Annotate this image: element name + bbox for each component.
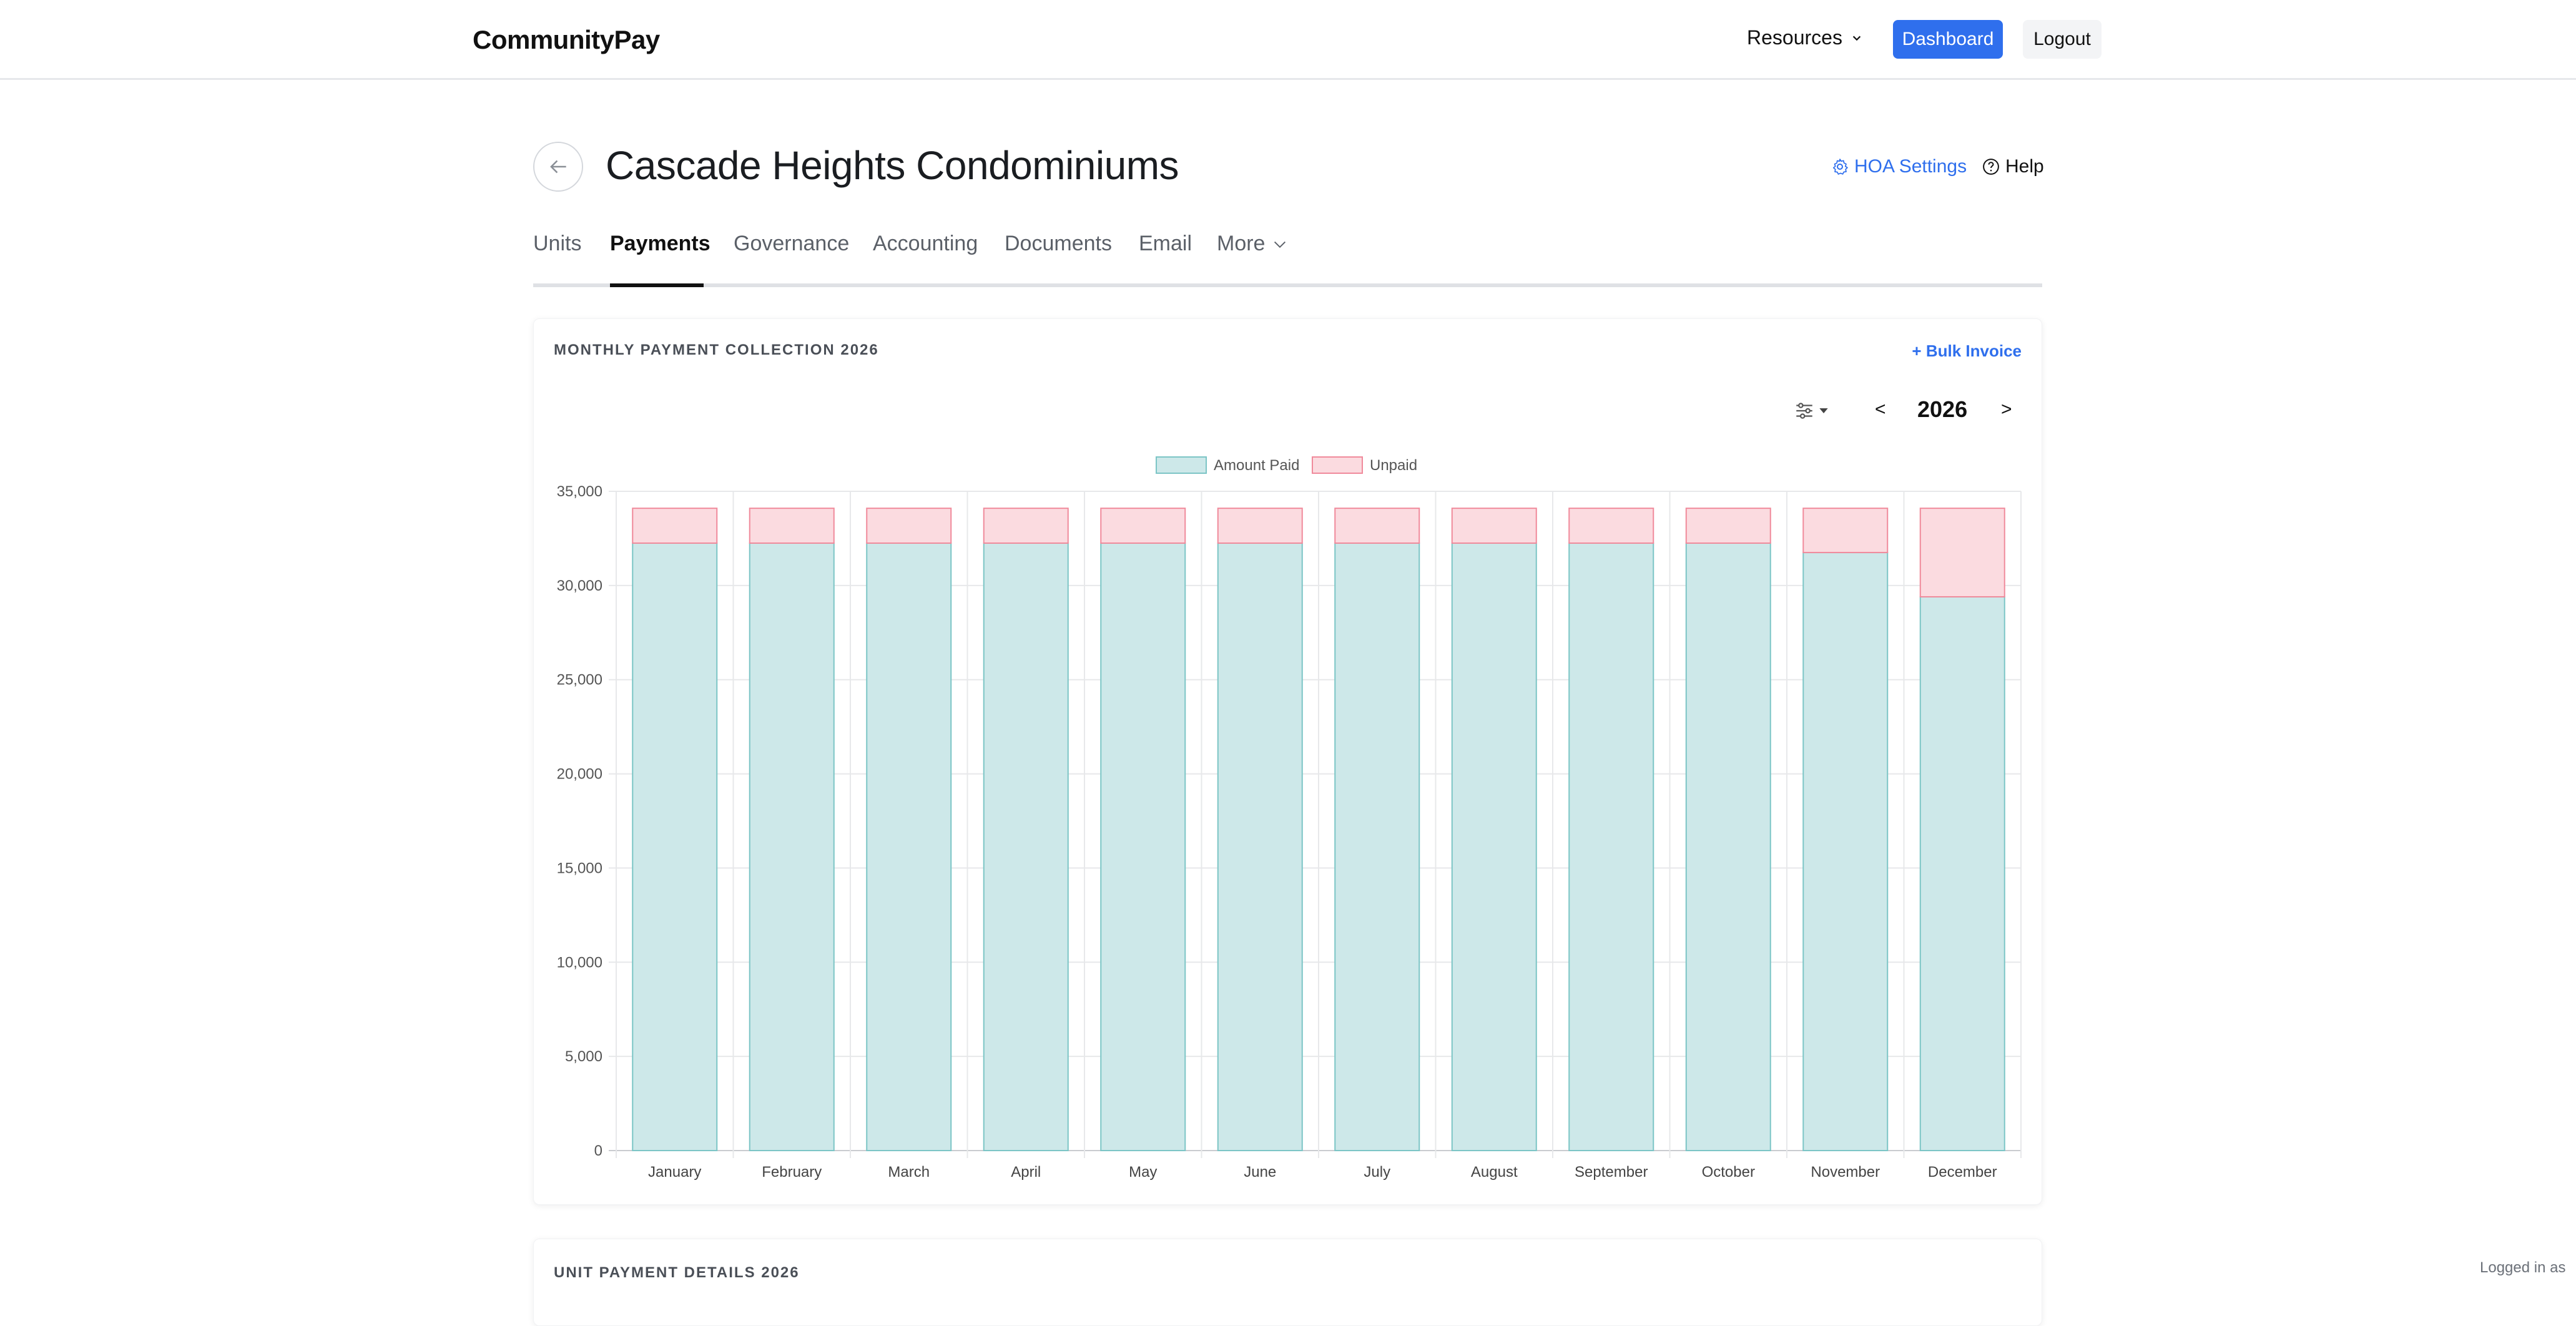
x-tick-label: September bbox=[1575, 1164, 1648, 1181]
unit-payment-details-title: UNIT PAYMENT DETAILS 2026 bbox=[554, 1264, 800, 1281]
bulk-invoice-button[interactable]: + Bulk Invoice bbox=[1912, 341, 2022, 360]
bar-unpaid bbox=[1334, 508, 1420, 544]
section-tabs: Units Payments Governance Accounting Doc… bbox=[533, 228, 2042, 287]
sliders-icon bbox=[1796, 403, 1812, 419]
top-navbar: CommunityPay Resources Dashboard Logout bbox=[0, 0, 2576, 80]
bar-amount-paid bbox=[632, 542, 718, 1151]
bar-amount-paid bbox=[1568, 542, 1654, 1151]
chart-card-title: MONTHLY PAYMENT COLLECTION 2026 bbox=[554, 341, 879, 358]
resources-menu[interactable]: Resources bbox=[1747, 26, 1862, 49]
tab-payments[interactable]: Payments bbox=[610, 232, 710, 255]
chart-filter-dropdown[interactable] bbox=[1794, 400, 1829, 421]
bar-amount-paid bbox=[1451, 542, 1537, 1151]
tab-more-label: More bbox=[1217, 232, 1266, 255]
tab-more[interactable]: More bbox=[1217, 232, 1287, 256]
logout-button[interactable]: Logout bbox=[2023, 20, 2102, 59]
hoa-settings-label: HOA Settings bbox=[1854, 156, 1967, 177]
chevron-down-icon bbox=[1274, 241, 1286, 248]
bar-unpaid bbox=[1685, 508, 1771, 544]
x-tick-label: February bbox=[762, 1164, 822, 1181]
y-tick-label: 10,000 bbox=[557, 954, 602, 971]
y-tick-label: 25,000 bbox=[557, 672, 602, 689]
x-tick-label: April bbox=[1011, 1164, 1041, 1181]
page-title: Cascade Heights Condominiums bbox=[606, 143, 1179, 188]
brand-logo[interactable]: CommunityPay bbox=[473, 25, 660, 54]
x-tick-label: October bbox=[1702, 1164, 1755, 1181]
tab-units[interactable]: Units bbox=[533, 232, 582, 255]
hoa-settings-link[interactable]: HOA Settings bbox=[1831, 156, 1967, 177]
bar-amount-paid bbox=[1802, 552, 1889, 1151]
help-label: Help bbox=[2005, 156, 2044, 177]
gear-icon bbox=[1832, 159, 1848, 175]
unit-payment-details-card: UNIT PAYMENT DETAILS 2026 bbox=[533, 1239, 2042, 1326]
help-link[interactable]: Help bbox=[1982, 156, 2044, 177]
x-tick-label: August bbox=[1471, 1164, 1518, 1181]
x-tick-label: January bbox=[648, 1164, 701, 1181]
chevron-down-icon bbox=[1852, 36, 1861, 41]
bar-unpaid bbox=[983, 508, 1069, 544]
bar-amount-paid bbox=[983, 542, 1069, 1151]
active-tab-indicator bbox=[610, 283, 704, 287]
legend-swatch bbox=[1312, 456, 1363, 474]
bar-unpaid bbox=[749, 508, 835, 544]
y-tick-label: 0 bbox=[594, 1142, 602, 1159]
next-year-button[interactable]: > bbox=[2001, 399, 2012, 420]
y-tick-label: 20,000 bbox=[557, 766, 602, 783]
legend-label: Unpaid bbox=[1370, 457, 1417, 474]
back-button[interactable] bbox=[533, 142, 583, 192]
legend-swatch bbox=[1156, 456, 1207, 474]
payment-collection-card: MONTHLY PAYMENT COLLECTION 2026 + Bulk I… bbox=[533, 318, 2042, 1205]
help-icon bbox=[1983, 159, 1999, 175]
y-tick-label: 5,000 bbox=[565, 1048, 602, 1065]
legend-label: Amount Paid bbox=[1214, 457, 1299, 474]
bar-amount-paid bbox=[1685, 542, 1771, 1151]
bar-unpaid bbox=[1802, 508, 1889, 554]
bar-unpaid bbox=[632, 508, 718, 544]
bar-unpaid bbox=[1568, 508, 1654, 544]
bar-unpaid bbox=[1217, 508, 1303, 544]
x-tick-label: November bbox=[1811, 1164, 1880, 1181]
bar-amount-paid bbox=[1100, 542, 1186, 1151]
logged-in-text: Logged in as bbox=[2480, 1259, 2566, 1276]
tab-governance[interactable]: Governance bbox=[734, 232, 850, 255]
tab-email[interactable]: Email bbox=[1139, 232, 1192, 255]
bar-amount-paid bbox=[1334, 542, 1420, 1151]
y-tick-label: 15,000 bbox=[557, 860, 602, 877]
bar-unpaid bbox=[1919, 508, 2005, 597]
x-tick-label: June bbox=[1244, 1164, 1276, 1181]
year-label: 2026 bbox=[1917, 396, 1968, 422]
y-tick-label: 35,000 bbox=[557, 483, 602, 500]
x-tick-label: May bbox=[1129, 1164, 1157, 1181]
resources-label: Resources bbox=[1747, 26, 1842, 49]
bar-unpaid bbox=[1451, 508, 1537, 544]
arrow-left-icon bbox=[550, 160, 566, 174]
caret-down-icon bbox=[1819, 408, 1828, 413]
dashboard-button[interactable]: Dashboard bbox=[1893, 20, 2003, 59]
tab-accounting[interactable]: Accounting bbox=[873, 232, 978, 255]
bar-amount-paid bbox=[1217, 542, 1303, 1151]
x-tick-label: December bbox=[1928, 1164, 1997, 1181]
x-tick-label: March bbox=[888, 1164, 930, 1181]
tab-documents[interactable]: Documents bbox=[1005, 232, 1112, 255]
bar-unpaid bbox=[1100, 508, 1186, 544]
x-tick-label: July bbox=[1364, 1164, 1390, 1181]
previous-year-button[interactable]: < bbox=[1875, 399, 1886, 420]
payment-collection-chart: 0 5,000 10,000 15,000 20,000 25,000 30,000 35,0… bbox=[557, 456, 2022, 1181]
bar-amount-paid bbox=[749, 542, 835, 1151]
bar-amount-paid bbox=[1919, 596, 2005, 1151]
y-tick-label: 30,000 bbox=[557, 577, 602, 594]
bar-unpaid bbox=[866, 508, 952, 544]
bar-amount-paid bbox=[866, 542, 952, 1151]
